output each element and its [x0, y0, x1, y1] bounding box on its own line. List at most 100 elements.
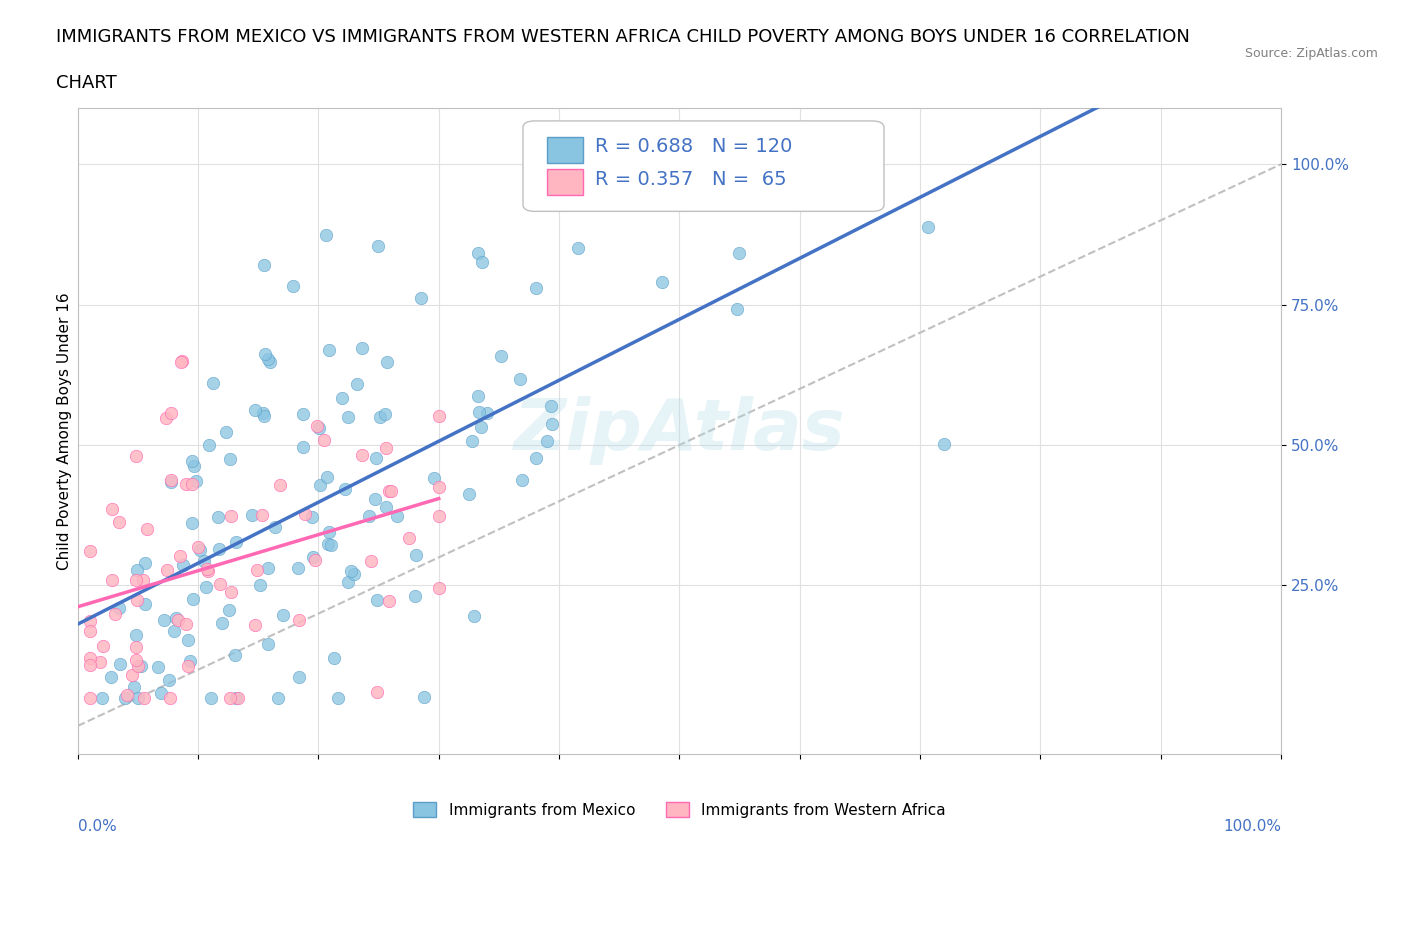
Legend: Immigrants from Mexico, Immigrants from Western Africa: Immigrants from Mexico, Immigrants from … [408, 796, 952, 824]
Point [211, 616, 233, 631]
Point [304, 552, 326, 567]
Point [368, 410, 391, 425]
Point [374, 499, 396, 514]
Point [308, 420, 330, 435]
Point [114, 690, 136, 705]
Point [318, 525, 340, 539]
Point [89, 655, 111, 670]
Point [312, 432, 335, 447]
Point [405, 548, 427, 563]
Point [243, 403, 266, 418]
Point [93, 638, 115, 653]
Point [101, 573, 124, 588]
Point [257, 352, 280, 366]
Point [470, 419, 492, 434]
Y-axis label: Child Poverty Among Boys Under 16: Child Poverty Among Boys Under 16 [58, 292, 72, 570]
Point [79, 658, 101, 672]
Point [124, 573, 146, 588]
Point [79, 651, 101, 666]
Point [215, 424, 238, 439]
Point [253, 346, 276, 361]
Text: R = 0.357   N =  65: R = 0.357 N = 65 [595, 169, 787, 189]
Point [125, 652, 148, 667]
Point [524, 280, 547, 295]
Point [193, 554, 215, 569]
Point [536, 434, 558, 449]
Point [221, 508, 243, 523]
Point [195, 579, 218, 594]
Point [135, 522, 157, 537]
Point [125, 628, 148, 643]
Point [380, 484, 402, 498]
Point [560, 145, 582, 160]
Point [224, 647, 246, 662]
Point [509, 372, 531, 387]
Point [398, 530, 420, 545]
Point [364, 450, 387, 465]
Point [249, 578, 271, 592]
Point [160, 474, 183, 489]
Point [366, 684, 388, 699]
Point [315, 227, 337, 242]
Point [246, 563, 269, 578]
Point [427, 408, 450, 423]
Point [169, 549, 191, 564]
Point [107, 514, 129, 529]
Point [269, 478, 291, 493]
Point [404, 589, 426, 604]
Point [287, 670, 309, 684]
Point [174, 617, 197, 631]
Point [253, 258, 276, 272]
Point [387, 509, 409, 524]
Point [322, 651, 344, 666]
Point [460, 433, 482, 448]
Point [475, 405, 498, 420]
Point [471, 255, 494, 270]
Point [155, 563, 177, 578]
Point [79, 544, 101, 559]
Point [302, 550, 325, 565]
Point [357, 509, 380, 524]
Point [219, 451, 242, 466]
Point [339, 563, 361, 578]
Point [377, 484, 399, 498]
Point [104, 606, 127, 621]
Point [427, 480, 450, 495]
Point [413, 689, 436, 704]
Point [243, 618, 266, 632]
Point [252, 507, 274, 522]
Point [134, 597, 156, 612]
Point [79, 690, 101, 705]
Point [208, 577, 231, 591]
Point [346, 377, 368, 392]
Point [132, 690, 155, 705]
Point [427, 509, 450, 524]
FancyBboxPatch shape [547, 169, 583, 195]
Point [318, 342, 340, 357]
Point [267, 690, 290, 705]
Point [160, 405, 183, 420]
Point [377, 355, 399, 370]
Point [179, 654, 201, 669]
Point [328, 690, 350, 705]
Point [129, 658, 152, 673]
Point [330, 391, 353, 405]
Point [134, 556, 156, 571]
Point [122, 680, 145, 695]
Point [131, 573, 153, 588]
Point [184, 473, 207, 488]
Point [187, 540, 209, 555]
Point [337, 409, 360, 424]
Point [489, 349, 512, 364]
Point [468, 405, 491, 419]
Point [125, 449, 148, 464]
Point [257, 561, 280, 576]
Point [177, 658, 200, 673]
Point [316, 470, 339, 485]
FancyBboxPatch shape [523, 121, 884, 211]
Point [218, 690, 240, 705]
Point [457, 486, 479, 501]
Point [162, 623, 184, 638]
Point [207, 510, 229, 525]
Point [79, 614, 101, 629]
